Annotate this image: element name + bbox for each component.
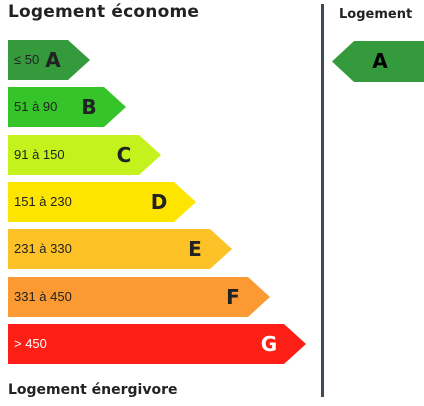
- rating-range-c: 91 à 150: [14, 147, 65, 162]
- efficient-housing-label: Logement économe: [8, 2, 200, 22]
- rating-row-c: 91 à 150 C: [8, 135, 161, 175]
- divider: [321, 4, 324, 397]
- rating-letter-b: B: [81, 95, 97, 119]
- rating-bar-g: [8, 324, 306, 364]
- rating-row-d: 151 à 230 D: [8, 182, 196, 222]
- rating-bar-f: [8, 277, 270, 317]
- rating-bar-e: [8, 229, 232, 269]
- rating-range-e: 231 à 330: [14, 241, 72, 256]
- rating-letter-d: D: [150, 190, 168, 214]
- rating-bar-c: [8, 135, 161, 175]
- rating-range-a: ≤ 50: [14, 52, 40, 67]
- rating-letter-e: E: [188, 237, 202, 261]
- rating-row-b: 51 à 90 B: [8, 87, 126, 127]
- current-rating-indicator: [332, 41, 424, 82]
- rating-bar-d: [8, 182, 196, 222]
- rating-range-f: 331 à 450: [14, 289, 72, 304]
- current-housing-label: Logement: [339, 7, 413, 22]
- rating-row-f: 331 à 450 F: [8, 277, 270, 317]
- rating-letter-f: F: [226, 285, 240, 309]
- rating-range-b: 51 à 90: [14, 99, 58, 114]
- rating-letter-c: C: [116, 143, 132, 167]
- rating-bar-a: [8, 40, 90, 80]
- current-rating-letter: A: [372, 49, 388, 73]
- rating-range-d: 151 à 230: [14, 194, 72, 209]
- rating-row-g: > 450 G: [8, 324, 306, 364]
- rating-row-e: 231 à 330 E: [8, 229, 232, 269]
- rating-row-a: ≤ 50 A: [8, 40, 90, 80]
- energy-intensive-housing-label: Logement énergivore: [8, 382, 178, 398]
- rating-bar-b: [8, 87, 126, 127]
- rating-letter-a: A: [45, 48, 61, 72]
- rating-letter-g: G: [260, 332, 278, 356]
- rating-range-g: > 450: [14, 336, 47, 351]
